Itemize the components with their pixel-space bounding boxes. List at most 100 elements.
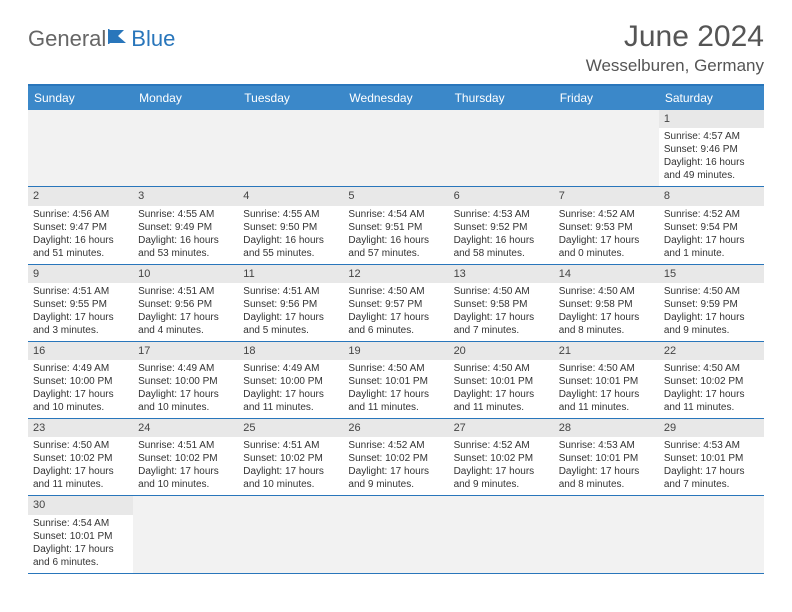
sunset-text: Sunset: 9:52 PM — [454, 221, 549, 234]
sunset-text: Sunset: 9:58 PM — [454, 298, 549, 311]
day-number: 4 — [238, 187, 343, 205]
sunset-text: Sunset: 9:47 PM — [33, 221, 128, 234]
daylight-text: Daylight: 17 hours and 8 minutes. — [559, 311, 654, 337]
calendar-day-cell: 7Sunrise: 4:52 AMSunset: 9:53 PMDaylight… — [554, 187, 659, 264]
calendar-day-cell: 27Sunrise: 4:52 AMSunset: 10:02 PMDaylig… — [449, 419, 554, 496]
sunrise-text: Sunrise: 4:55 AM — [138, 208, 233, 221]
sunrise-text: Sunrise: 4:50 AM — [559, 285, 654, 298]
calendar-day-cell — [28, 110, 133, 187]
sunset-text: Sunset: 10:02 PM — [664, 375, 759, 388]
sunrise-text: Sunrise: 4:50 AM — [348, 285, 443, 298]
calendar-day-cell: 30Sunrise: 4:54 AMSunset: 10:01 PMDaylig… — [28, 496, 133, 573]
calendar-day-cell — [133, 496, 238, 573]
day-number: 21 — [554, 342, 659, 360]
calendar-day-cell — [238, 496, 343, 573]
day-number: 27 — [449, 419, 554, 437]
weekday-header: Tuesday — [238, 85, 343, 110]
daylight-text: Daylight: 17 hours and 10 minutes. — [138, 388, 233, 414]
day-number: 28 — [554, 419, 659, 437]
daylight-text: Daylight: 17 hours and 7 minutes. — [454, 311, 549, 337]
calendar-week-row: 30Sunrise: 4:54 AMSunset: 10:01 PMDaylig… — [28, 496, 764, 573]
sunrise-text: Sunrise: 4:53 AM — [664, 439, 759, 452]
daylight-text: Daylight: 17 hours and 6 minutes. — [33, 543, 128, 569]
day-details: Sunrise: 4:57 AMSunset: 9:46 PMDaylight:… — [659, 128, 764, 186]
day-number: 10 — [133, 265, 238, 283]
calendar-week-row: 1Sunrise: 4:57 AMSunset: 9:46 PMDaylight… — [28, 110, 764, 187]
daylight-text: Daylight: 16 hours and 57 minutes. — [348, 234, 443, 260]
day-details: Sunrise: 4:55 AMSunset: 9:50 PMDaylight:… — [238, 206, 343, 264]
daylight-text: Daylight: 17 hours and 7 minutes. — [664, 465, 759, 491]
sunrise-text: Sunrise: 4:54 AM — [33, 517, 128, 530]
day-number: 25 — [238, 419, 343, 437]
calendar-day-cell — [449, 110, 554, 187]
sunrise-text: Sunrise: 4:50 AM — [664, 362, 759, 375]
day-details: Sunrise: 4:52 AMSunset: 10:02 PMDaylight… — [449, 437, 554, 495]
sunset-text: Sunset: 9:53 PM — [559, 221, 654, 234]
calendar-day-cell: 2Sunrise: 4:56 AMSunset: 9:47 PMDaylight… — [28, 187, 133, 264]
day-number: 1 — [659, 110, 764, 128]
day-details: Sunrise: 4:50 AMSunset: 10:01 PMDaylight… — [343, 360, 448, 418]
day-details: Sunrise: 4:52 AMSunset: 9:54 PMDaylight:… — [659, 206, 764, 264]
daylight-text: Daylight: 17 hours and 10 minutes. — [33, 388, 128, 414]
day-number: 23 — [28, 419, 133, 437]
day-details: Sunrise: 4:51 AMSunset: 9:56 PMDaylight:… — [238, 283, 343, 341]
day-number: 9 — [28, 265, 133, 283]
weekday-header: Monday — [133, 85, 238, 110]
day-details: Sunrise: 4:51 AMSunset: 10:02 PMDaylight… — [133, 437, 238, 495]
day-number: 22 — [659, 342, 764, 360]
weekday-header: Thursday — [449, 85, 554, 110]
daylight-text: Daylight: 17 hours and 11 minutes. — [33, 465, 128, 491]
sunset-text: Sunset: 10:01 PM — [33, 530, 128, 543]
sunset-text: Sunset: 10:00 PM — [243, 375, 338, 388]
calendar-day-cell — [554, 110, 659, 187]
calendar-day-cell: 3Sunrise: 4:55 AMSunset: 9:49 PMDaylight… — [133, 187, 238, 264]
sunrise-text: Sunrise: 4:54 AM — [348, 208, 443, 221]
calendar-day-cell — [343, 110, 448, 187]
logo: GeneralBlue — [28, 20, 175, 52]
daylight-text: Daylight: 17 hours and 4 minutes. — [138, 311, 233, 337]
sunset-text: Sunset: 9:50 PM — [243, 221, 338, 234]
sunrise-text: Sunrise: 4:50 AM — [454, 362, 549, 375]
day-number: 20 — [449, 342, 554, 360]
day-number: 29 — [659, 419, 764, 437]
sunrise-text: Sunrise: 4:50 AM — [33, 439, 128, 452]
calendar-day-cell: 18Sunrise: 4:49 AMSunset: 10:00 PMDaylig… — [238, 341, 343, 418]
calendar-day-cell — [133, 110, 238, 187]
sunrise-text: Sunrise: 4:51 AM — [243, 439, 338, 452]
calendar-day-cell: 11Sunrise: 4:51 AMSunset: 9:56 PMDayligh… — [238, 264, 343, 341]
day-number: 11 — [238, 265, 343, 283]
sunset-text: Sunset: 10:00 PM — [138, 375, 233, 388]
month-title: June 2024 — [586, 20, 764, 54]
day-details: Sunrise: 4:54 AMSunset: 9:51 PMDaylight:… — [343, 206, 448, 264]
sunrise-text: Sunrise: 4:52 AM — [664, 208, 759, 221]
calendar-day-cell: 12Sunrise: 4:50 AMSunset: 9:57 PMDayligh… — [343, 264, 448, 341]
sunset-text: Sunset: 10:01 PM — [664, 452, 759, 465]
day-number: 26 — [343, 419, 448, 437]
sunrise-text: Sunrise: 4:56 AM — [33, 208, 128, 221]
logo-flag-icon — [108, 26, 130, 52]
daylight-text: Daylight: 17 hours and 5 minutes. — [243, 311, 338, 337]
sunrise-text: Sunrise: 4:51 AM — [138, 439, 233, 452]
daylight-text: Daylight: 16 hours and 51 minutes. — [33, 234, 128, 260]
sunrise-text: Sunrise: 4:53 AM — [454, 208, 549, 221]
day-number: 16 — [28, 342, 133, 360]
calendar-day-cell — [343, 496, 448, 573]
calendar-body: 1Sunrise: 4:57 AMSunset: 9:46 PMDaylight… — [28, 110, 764, 573]
sunrise-text: Sunrise: 4:55 AM — [243, 208, 338, 221]
day-details: Sunrise: 4:49 AMSunset: 10:00 PMDaylight… — [238, 360, 343, 418]
sunrise-text: Sunrise: 4:53 AM — [559, 439, 654, 452]
calendar-day-cell — [449, 496, 554, 573]
sunset-text: Sunset: 10:00 PM — [33, 375, 128, 388]
daylight-text: Daylight: 17 hours and 11 minutes. — [559, 388, 654, 414]
calendar-day-cell: 19Sunrise: 4:50 AMSunset: 10:01 PMDaylig… — [343, 341, 448, 418]
daylight-text: Daylight: 17 hours and 0 minutes. — [559, 234, 654, 260]
calendar-day-cell: 26Sunrise: 4:52 AMSunset: 10:02 PMDaylig… — [343, 419, 448, 496]
day-details: Sunrise: 4:55 AMSunset: 9:49 PMDaylight:… — [133, 206, 238, 264]
sunset-text: Sunset: 9:57 PM — [348, 298, 443, 311]
sunrise-text: Sunrise: 4:50 AM — [454, 285, 549, 298]
sunset-text: Sunset: 10:02 PM — [454, 452, 549, 465]
day-details: Sunrise: 4:53 AMSunset: 9:52 PMDaylight:… — [449, 206, 554, 264]
daylight-text: Daylight: 17 hours and 8 minutes. — [559, 465, 654, 491]
sunset-text: Sunset: 10:02 PM — [243, 452, 338, 465]
daylight-text: Daylight: 17 hours and 1 minute. — [664, 234, 759, 260]
